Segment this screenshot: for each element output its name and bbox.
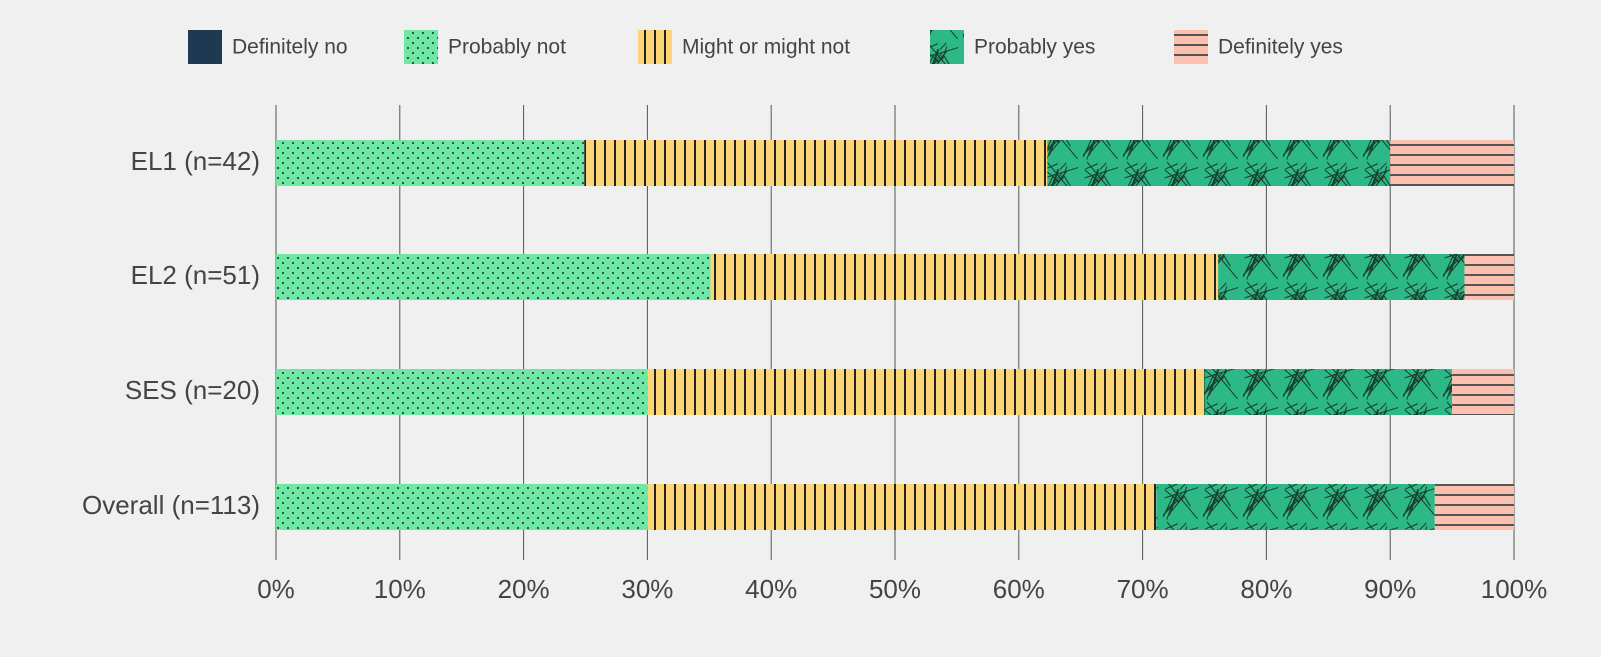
- bar-segment: [1390, 140, 1514, 186]
- bar-segment: [276, 369, 648, 415]
- x-tick-label: 40%: [745, 574, 797, 604]
- legend-swatch: [188, 30, 222, 64]
- legend-swatch: [638, 30, 672, 64]
- legend-swatch: [404, 30, 438, 64]
- legend-swatch: [930, 30, 964, 64]
- legend-label: Probably not: [448, 36, 566, 59]
- y-tick-label: Overall (n=113): [82, 490, 260, 520]
- x-tick-label: 0%: [257, 574, 295, 604]
- bar-segment: [584, 140, 1048, 186]
- bar-segment: [276, 484, 648, 530]
- bar-segment: [647, 484, 1157, 530]
- y-tick-label: EL1 (n=42): [131, 146, 260, 176]
- y-tick-label: EL2 (n=51): [131, 260, 260, 290]
- x-tick-label: 50%: [869, 574, 921, 604]
- bar-segment: [276, 254, 711, 300]
- x-tick-label: 20%: [498, 574, 550, 604]
- bar-segment: [1047, 140, 1391, 186]
- legend-label: Definitely no: [232, 36, 348, 59]
- bar-segment: [647, 369, 1205, 415]
- bar-segment: [1204, 369, 1453, 415]
- legend-label: Definitely yes: [1218, 36, 1343, 59]
- bar-segment: [276, 140, 585, 186]
- legend-label: Probably yes: [974, 36, 1095, 59]
- bar-segment: [1434, 484, 1514, 530]
- bar-segment: [1156, 484, 1435, 530]
- x-tick-label: 100%: [1481, 574, 1548, 604]
- bar-segment: [710, 254, 1219, 300]
- bar-segment: [1218, 254, 1465, 300]
- x-tick-label: 70%: [1117, 574, 1169, 604]
- x-tick-label: 10%: [374, 574, 426, 604]
- bar-segment: [1452, 369, 1514, 415]
- x-tick-label: 80%: [1240, 574, 1292, 604]
- x-tick-label: 60%: [993, 574, 1045, 604]
- x-tick-label: 30%: [621, 574, 673, 604]
- y-tick-label: SES (n=20): [125, 375, 260, 405]
- legend-label: Might or might not: [682, 36, 850, 59]
- bar-segment: [1464, 254, 1514, 300]
- legend-swatch: [1174, 30, 1208, 64]
- x-tick-label: 90%: [1364, 574, 1416, 604]
